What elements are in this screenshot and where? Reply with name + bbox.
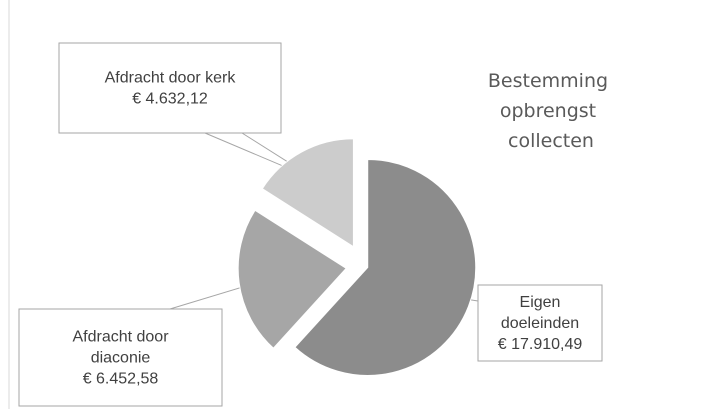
data-label-afdracht-door-kerk-line-2: € 4.632,12 [132,91,208,108]
pie-slice-afdracht-door-diaconie [237,209,347,349]
data-label-eigen-doeleinden-line-3: € 17.910,49 [498,336,583,353]
callout-box-afdracht-door-diaconie [18,308,223,407]
callout-box-afdracht-door-kerk [58,42,282,134]
callout-box-eigen-doeleinden [477,284,603,362]
chart-title: Bestemming opbrengst collecten [488,70,614,152]
chart-title-line-3: collecten [508,130,594,152]
data-label-eigen-doeleinden-line-2: doeleinden [501,315,579,332]
data-label-afdracht-door-diaconie-line-1: Afdracht door [72,329,169,346]
pie-slice-afdracht-door-kerk [261,138,354,248]
slice-callouts: Eigen doeleinden € 17.910,49 Afdracht door d… [18,42,603,407]
data-label-afdracht-door-kerk-line-1: Afdracht door kerk [105,70,237,87]
data-label-afdracht-door-diaconie-line-3: € 6.452,58 [83,371,159,388]
pie-slices [237,138,477,376]
chart-title-line-1: Bestemming [488,70,608,92]
pie-slice-eigen-doeleinden [294,158,477,376]
chart-title-line-2: opbrengst [500,100,596,122]
data-label-afdracht-door-diaconie-line-2: diaconie [91,350,151,367]
data-label-eigen-doeleinden-line-1: Eigen [520,294,561,311]
